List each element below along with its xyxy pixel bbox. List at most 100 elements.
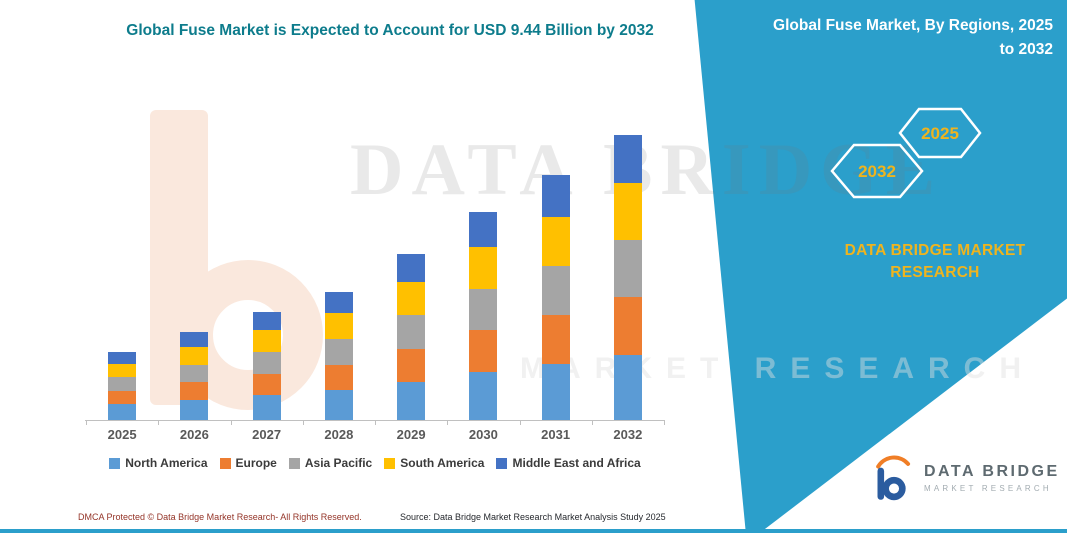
logo-subtitle: MARKET RESEARCH	[924, 484, 1052, 493]
x-axis-label-2031: 2031	[541, 427, 571, 442]
hexagon-year-2032: 2032	[858, 162, 896, 181]
axis-tick	[86, 421, 87, 425]
bar-2031-segment-south-america	[541, 216, 570, 266]
x-axis-label-2027: 2027	[252, 427, 282, 442]
bar-slot-2025	[86, 352, 158, 420]
watermark-text-data-bridge: DATA BRIDGE	[350, 129, 944, 211]
bar-2025-segment-north-america	[108, 404, 137, 420]
axis-tick	[591, 421, 593, 425]
legend-item-south-america: South America	[384, 456, 484, 470]
company-logo: DATA BRIDGE MARKET RESEARCH	[872, 455, 1060, 501]
bar-slot-2026	[158, 332, 230, 420]
x-axis-label-2030: 2030	[468, 427, 498, 442]
bar-2030-segment-north-america	[469, 372, 498, 420]
hexagon-2032-outline	[830, 143, 924, 199]
legend-item-europe: Europe	[219, 456, 277, 470]
bar-2032-segment-middle-east-and-africa	[613, 134, 642, 184]
bar-2026-segment-europe	[180, 382, 209, 400]
hexagon-badges: 2032 2025	[830, 107, 982, 199]
x-axis-label-2026: 2026	[179, 427, 209, 442]
footer-source-text: Source: Data Bridge Market Research Mark…	[400, 512, 666, 522]
bar-2028-segment-south-america	[324, 313, 353, 340]
bar-2026-segment-asia-pacific	[180, 364, 209, 383]
legend-swatch-middle-east-and-africa	[496, 457, 508, 469]
bar-2031-segment-north-america	[541, 363, 570, 420]
x-axis-label-2032: 2032	[613, 427, 643, 442]
bar-2030-segment-asia-pacific	[469, 288, 498, 331]
bar-2032-segment-europe	[613, 297, 642, 355]
bar-2028-segment-north-america	[324, 390, 353, 420]
legend-item-middle-east-and-africa: Middle East and Africa	[496, 456, 641, 470]
bar-2029-segment-europe	[397, 348, 426, 382]
bar-2029-segment-asia-pacific	[397, 315, 426, 349]
bar-2029-segment-north-america	[397, 381, 426, 420]
hexagon-2025-outline	[898, 107, 982, 159]
logo-text-block: DATA BRIDGE MARKET RESEARCH	[924, 463, 1060, 493]
bar-2026-segment-middle-east-and-africa	[180, 332, 209, 348]
bar-2026-segment-south-america	[180, 347, 209, 365]
axis-ticks	[86, 421, 665, 426]
axis-tick	[158, 421, 160, 425]
bars-row	[86, 134, 664, 420]
axis-tick	[375, 421, 376, 425]
bar-2028-segment-middle-east-and-africa	[324, 291, 353, 314]
axis-tick	[230, 421, 232, 425]
legend-item-asia-pacific: Asia Pacific	[288, 456, 373, 470]
bar-2029-segment-middle-east-and-africa	[397, 254, 426, 283]
bar-slot-2032	[592, 134, 664, 420]
axis-tick	[519, 421, 521, 425]
legend-swatch-north-america	[109, 457, 121, 469]
watermark-text-market-research: MARKET RESEARCH	[520, 352, 1036, 385]
bar-2029-segment-south-america	[397, 282, 426, 316]
logo-name: DATA BRIDGE	[924, 463, 1060, 480]
bar-2031-segment-europe	[541, 314, 570, 364]
axis-tick	[447, 421, 449, 425]
bar-2029	[397, 254, 426, 420]
bar-2025-segment-south-america	[108, 363, 137, 378]
bottom-accent-strip	[0, 529, 1067, 533]
bar-2025-segment-asia-pacific	[108, 377, 137, 391]
legend-swatch-asia-pacific	[288, 457, 300, 469]
legend-label-middle-east-and-africa: Middle East and Africa	[512, 456, 641, 470]
footer-dmca-text: DMCA Protected © Data Bridge Market Rese…	[78, 512, 362, 522]
bar-2026	[180, 332, 209, 420]
logo-b-icon	[876, 455, 911, 501]
bar-2028-segment-asia-pacific	[324, 339, 353, 365]
bar-2032-segment-asia-pacific	[613, 240, 642, 298]
banner-title-line2: to 2032	[999, 41, 1053, 59]
bar-2026-segment-north-america	[180, 399, 209, 420]
x-labels-row: 2025 2026 2027 2028 2029 2030 2031 2032	[86, 427, 664, 442]
axis-tick	[664, 421, 665, 425]
banner-title: Global Fuse Market, By Regions, 2025 to …	[763, 14, 1053, 62]
legend-label-asia-pacific: Asia Pacific	[304, 456, 373, 470]
bar-2030	[469, 211, 498, 420]
bar-2027	[252, 312, 281, 420]
bar-2032-segment-north-america	[613, 354, 642, 420]
bar-2025-segment-middle-east-and-africa	[108, 352, 137, 364]
legend-swatch-europe	[219, 457, 231, 469]
legend-label-europe: Europe	[235, 456, 277, 470]
bar-slot-2030	[447, 211, 519, 420]
bar-2025	[108, 352, 137, 420]
bar-2027-segment-europe	[252, 373, 281, 396]
bar-2031-segment-asia-pacific	[541, 265, 570, 315]
hexagon-year-2025: 2025	[921, 124, 959, 143]
legend-label-north-america: North America	[125, 456, 208, 470]
bar-2030-segment-south-america	[469, 246, 498, 289]
bar-2027-segment-asia-pacific	[252, 351, 281, 374]
x-axis-label-2028: 2028	[324, 427, 354, 442]
bar-2032-segment-south-america	[613, 183, 642, 241]
bar-2027-segment-middle-east-and-africa	[252, 312, 281, 331]
bar-2027-segment-north-america	[252, 395, 281, 420]
legend-label-south-america: South America	[400, 456, 485, 470]
bar-2025-segment-europe	[108, 390, 137, 405]
bar-slot-2028	[303, 291, 375, 420]
axis-tick	[302, 421, 304, 425]
bar-2027-segment-south-america	[252, 330, 281, 352]
x-axis-label-2029: 2029	[396, 427, 426, 442]
legend-swatch-south-america	[384, 457, 396, 469]
bar-2031-segment-middle-east-and-africa	[541, 175, 570, 217]
bar-2030-segment-europe	[469, 330, 498, 372]
bar-slot-2027	[231, 312, 303, 420]
x-axis-line	[85, 420, 665, 421]
